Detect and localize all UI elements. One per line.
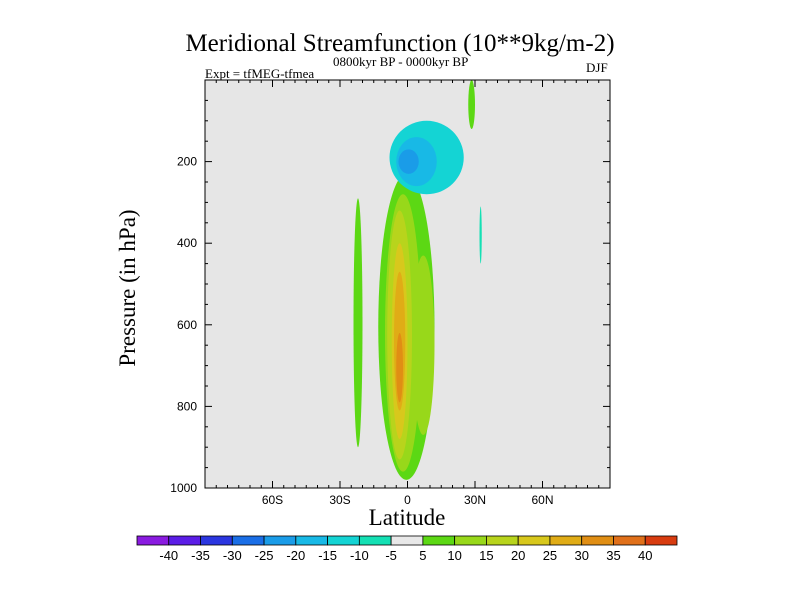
colorbar-label: -35 [191,548,210,563]
y-tick-label: 800 [177,399,197,413]
colorbar-label: 10 [447,548,461,563]
contour-blue-cell-upper [398,149,419,174]
y-tick-label: 200 [177,155,197,169]
colorbar-box [295,535,328,546]
y-tick-label: 400 [177,236,197,250]
colorbar-box [263,535,297,546]
colorbar-label: 35 [606,548,620,563]
colorbar-box [390,535,424,546]
x-axis-label: Latitude [368,505,446,530]
contour-green-strip-upper-30n [468,80,475,129]
contour-yellowgreen-cell-east [412,255,435,435]
colorbar-box [231,535,265,546]
chart-title: Meridional Streamfunction (10**9kg/m-2) [185,30,615,57]
colorbar-label: 20 [511,548,525,563]
x-tick-label: 60S [262,493,283,507]
x-tick-label: 0 [404,493,411,507]
colorbar-box [327,535,360,546]
colorbar-box [422,535,456,546]
colorbar-box [358,535,392,546]
colorbar-box [454,535,487,546]
period-label: 0800kyr BP - 0000kyr BP [333,54,469,69]
colorbar-label: -5 [385,548,397,563]
season-label: DJF [586,60,608,75]
colorbar-label: 5 [419,548,426,563]
colorbar-box [136,535,170,546]
contour-green-cell-sh-west [353,198,363,448]
colorbar-label: 15 [479,548,493,563]
colorbar-label: 30 [574,548,588,563]
colorbar-label: -10 [350,548,369,563]
x-tick-label: 30N [464,493,486,507]
y-tick-label: 600 [177,318,197,332]
experiment-label: Expt = tfMEG-tfmea [205,66,315,81]
colorbar-label: -15 [318,548,337,563]
contour-teal-strip-30n [479,206,482,264]
colorbar-box [200,535,233,546]
colorbar-label: -25 [255,548,274,563]
colorbar-label: -40 [159,548,178,563]
colorbar-box [168,535,201,546]
x-tick-label: 30S [329,493,350,507]
colorbar-box [517,535,551,546]
colorbar-label: -30 [223,548,242,563]
contour-darkorange-cell-core [396,332,403,403]
colorbar-label: -20 [286,548,305,563]
y-tick-label: 1000 [170,481,197,495]
colorbar-box [644,535,678,546]
colorbar-box [486,535,519,546]
colorbar-box [581,535,614,546]
colorbar-box [613,535,646,546]
x-tick-label: 60N [531,493,553,507]
colorbar-label: 40 [638,548,652,563]
colorbar-box [549,535,583,546]
colorbar-label: 25 [543,548,557,563]
